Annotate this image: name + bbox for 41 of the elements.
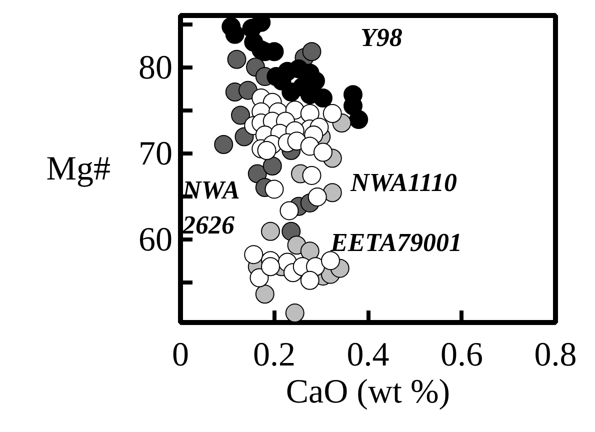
x-tick-label: 0.4 — [346, 336, 390, 374]
x-tick-label: 0.6 — [440, 336, 483, 374]
point — [308, 187, 327, 206]
point — [349, 110, 368, 130]
point — [244, 245, 264, 264]
x-tick-label: 0 — [172, 336, 189, 374]
point — [250, 268, 269, 288]
point — [264, 180, 284, 199]
point — [280, 201, 299, 220]
point — [225, 24, 244, 44]
point — [261, 222, 280, 241]
x-tick-label: 0.8 — [534, 336, 577, 374]
y-tick-label: 70 — [138, 136, 172, 173]
point — [257, 141, 276, 160]
point — [302, 42, 322, 62]
x-tick-label: 0.2 — [253, 336, 296, 374]
annotation: NWA1110 — [350, 168, 457, 197]
annotation: NWA 2626 — [182, 176, 240, 240]
annotation: EETA79001 — [330, 228, 462, 257]
point — [262, 156, 282, 176]
point — [227, 50, 246, 69]
y-tick-label: 60 — [138, 222, 172, 259]
point — [314, 88, 332, 108]
annotation: Y98 — [360, 23, 402, 52]
x-axis-title: CaO (wt %) — [286, 374, 450, 410]
point — [302, 166, 322, 185]
point — [261, 257, 280, 276]
point — [322, 104, 342, 124]
point — [321, 251, 340, 270]
point — [322, 183, 342, 202]
point — [314, 142, 332, 162]
point — [282, 82, 301, 102]
point — [300, 270, 320, 290]
point — [300, 242, 320, 261]
y-tick-label: 80 — [138, 50, 172, 87]
point — [231, 106, 250, 125]
y-axis-title: Mg# — [46, 150, 111, 188]
point — [238, 80, 258, 100]
point — [255, 284, 274, 304]
point — [285, 304, 304, 322]
point — [214, 135, 234, 154]
